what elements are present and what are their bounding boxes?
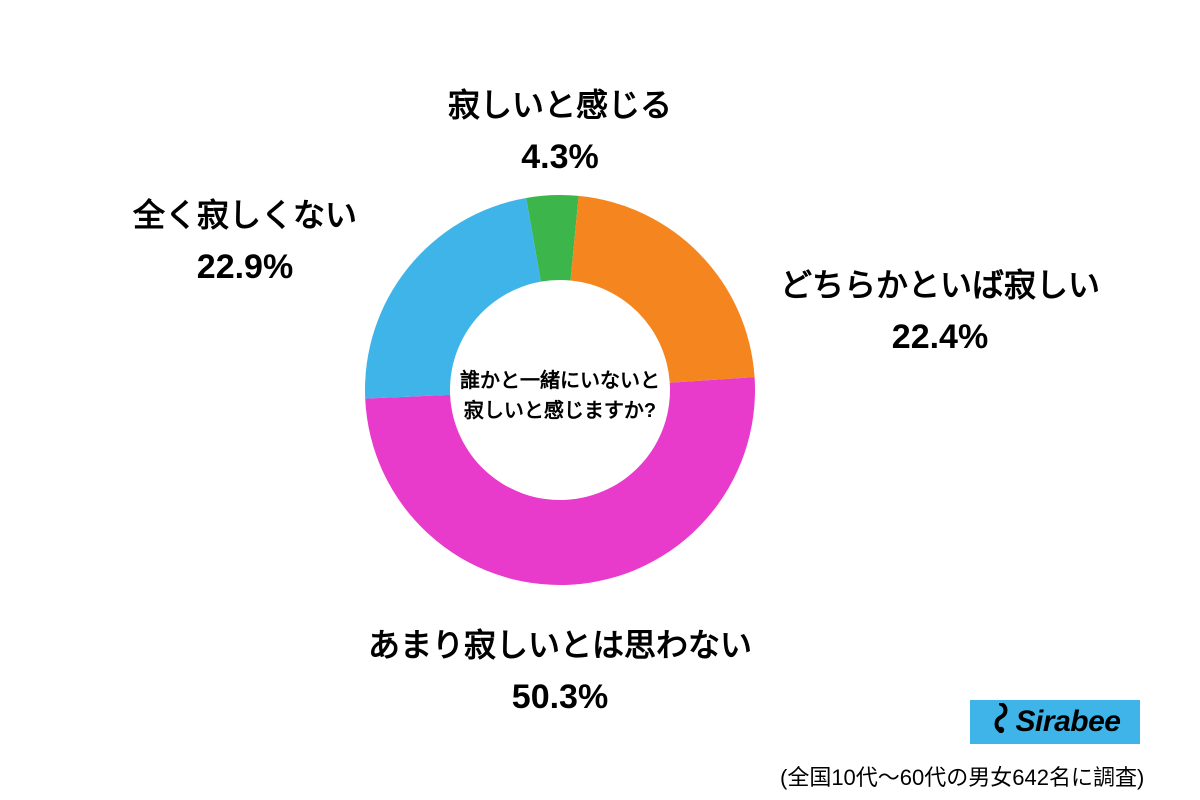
segment-label-pct: 50.3% [368, 678, 752, 717]
chart-stage: 誰かと一緒にいないと 寂しいと感じますか? 寂しいと感じる 4.3% どちらかといば… [0, 0, 1200, 800]
sirabee-logo: Sirabee [970, 700, 1140, 744]
logo-text: Sirabee [1016, 705, 1121, 739]
center-question-line2: 寂しいと感じますか? [464, 400, 656, 422]
logo-mark-icon [990, 703, 1012, 741]
segment-label-feel_lonely: 寂しいと感じる 4.3% [448, 80, 672, 177]
segment-label-text: 寂しいと感じる [448, 87, 672, 123]
segment-label-not_at_all: 全く寂しくない 22.9% [133, 190, 357, 287]
survey-note: (全国10代〜60代の男女642名に調査) [780, 760, 1144, 792]
segment-label-pct: 22.9% [133, 248, 357, 287]
segment-label-text: どちらかといば寂しい [780, 267, 1100, 303]
donut-segment-somewhat_lonely [571, 196, 755, 383]
segment-label-not_really: あまり寂しいとは思わない 50.3% [368, 620, 752, 717]
center-question: 誰かと一緒にいないと 寂しいと感じますか? [450, 366, 670, 426]
segment-label-somewhat_lonely: どちらかといば寂しい 22.4% [780, 260, 1100, 357]
segment-label-text: あまり寂しいとは思わない [368, 627, 752, 663]
segment-label-pct: 4.3% [448, 138, 672, 177]
center-question-line1: 誰かと一緒にいないと [460, 370, 660, 392]
segment-label-pct: 22.4% [780, 318, 1100, 357]
segment-label-text: 全く寂しくない [133, 197, 357, 233]
